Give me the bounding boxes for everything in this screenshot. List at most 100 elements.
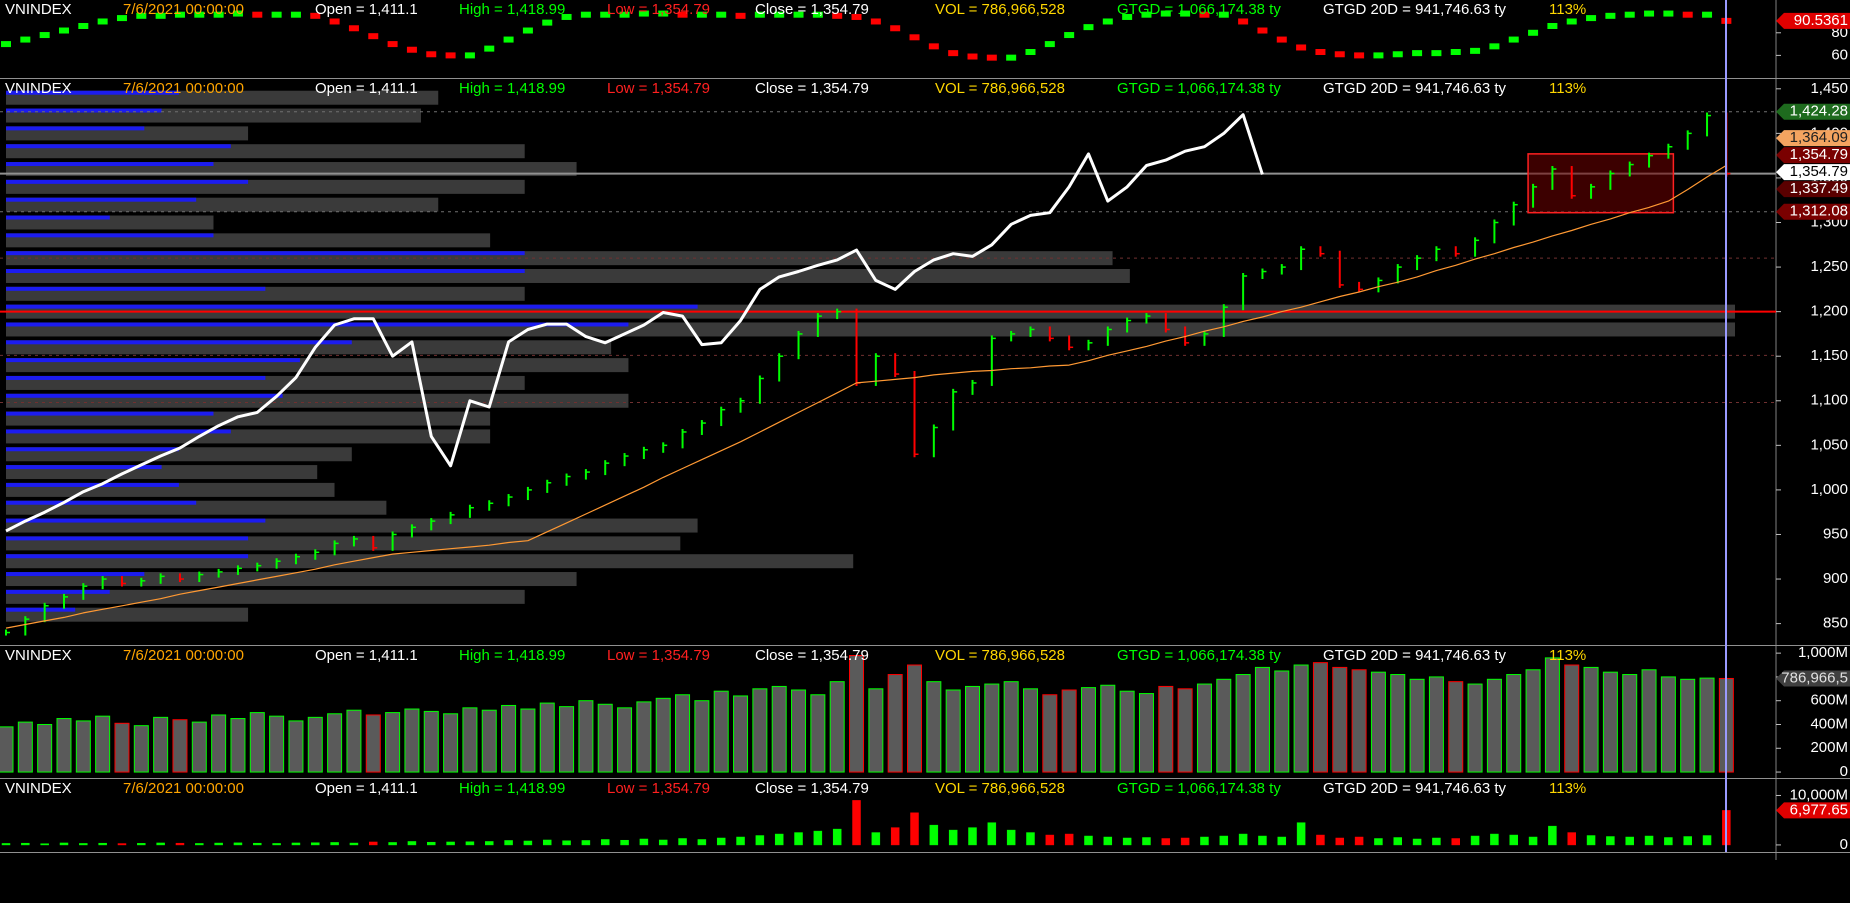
volume-bar [307, 716, 323, 773]
volume-bar [658, 839, 668, 846]
y-tick-label: 900 [1823, 570, 1848, 587]
y-tick-label: 60 [1831, 46, 1848, 63]
volume-bar [968, 827, 977, 846]
y-tick-label: 600M [1810, 692, 1848, 709]
volume-bar [1064, 833, 1074, 846]
oscillator-dot [445, 52, 456, 59]
volume-bar [1238, 833, 1248, 846]
volume-bar [523, 840, 533, 846]
volume-bar [288, 720, 304, 773]
volume-bar [1258, 835, 1267, 846]
volume-bar [195, 843, 204, 846]
volume-bar [1451, 838, 1460, 846]
oscillator-dot [754, 11, 765, 18]
oscillator-dot [348, 25, 359, 32]
oscillator-dot [406, 46, 417, 53]
volume-bar [542, 839, 552, 846]
volume-bar [1138, 693, 1154, 773]
oscillator-dot [1334, 51, 1345, 58]
volume-bar [829, 681, 845, 773]
volume-bar [75, 720, 91, 773]
oscillator-dot [97, 18, 108, 25]
volume-bar [1022, 688, 1038, 773]
header-field: Close = 1,354.79 [755, 80, 869, 97]
y-tick-label: 1,200 [1810, 303, 1848, 320]
pane: VNINDEX 7/6/2021 00:00:00 Open = 1,411.1 Hi… [0, 80, 1850, 646]
header-field: 7/6/2021 00:00:00 [123, 1, 244, 18]
header-field: Open = 1,411.1 [315, 647, 418, 664]
header-field: VNINDEX [5, 80, 72, 97]
volume-bar [501, 704, 517, 773]
profile-bar-blue [6, 197, 197, 202]
oscillator-dot [909, 34, 920, 41]
volume-bar [1583, 666, 1599, 773]
volume-bar [1448, 681, 1464, 773]
profile-bar-blue [6, 536, 249, 541]
volume-bar [249, 712, 265, 773]
volume-bar [1026, 832, 1035, 846]
pane: VNINDEX 7/6/2021 00:00:00 Open = 1,411.1 Hi… [0, 644, 1850, 780]
oscillator-dot [774, 11, 785, 18]
oscillator-dot [1257, 27, 1268, 34]
volume-bar [1409, 678, 1425, 773]
volume-bar [1390, 674, 1406, 773]
volume-bar [697, 839, 707, 846]
volume-bar [1525, 669, 1541, 773]
oscillator-dot [1566, 18, 1577, 25]
volume-bar [230, 718, 246, 773]
volume-bar [1467, 683, 1483, 773]
volume-bar [597, 703, 613, 773]
volume-bar [269, 715, 285, 773]
oscillator-dot [1296, 44, 1307, 51]
volume-bar [1699, 677, 1715, 773]
volume-bar [752, 688, 768, 773]
profile-bar-blue [6, 215, 110, 220]
header-field: VNINDEX [5, 1, 72, 18]
profile-bar-blue [6, 340, 352, 345]
volume-bar [1606, 836, 1615, 846]
volume-bar [1644, 835, 1654, 846]
oscillator-dot [1508, 36, 1519, 43]
oscillator-dot [1586, 15, 1597, 22]
header-field: Close = 1,354.79 [755, 780, 869, 797]
volume-bar [984, 683, 1000, 773]
volume-bar [40, 843, 49, 846]
volume-bar [1470, 835, 1480, 846]
oscillator-dot [1315, 49, 1326, 55]
volume-bar [1354, 836, 1364, 846]
volume-bar [1196, 683, 1212, 773]
profile-bar-blue [6, 144, 231, 149]
price-badge-label: 1,354.79 [1790, 146, 1848, 163]
volume-bar [1412, 838, 1422, 846]
oscillator-dot [1470, 47, 1481, 54]
y-tick-label: 400M [1810, 715, 1848, 732]
volume-bar [1683, 836, 1692, 846]
volume-bar [1274, 670, 1290, 773]
oscillator-dot [136, 12, 147, 19]
volume-bar [504, 840, 513, 846]
header-field: High = 1,418.99 [459, 647, 565, 664]
volume-bar [852, 800, 861, 846]
volume-bar [346, 709, 362, 773]
volume-bar [1567, 832, 1576, 846]
oscillator-dot [213, 11, 224, 18]
price-badge-label: 1,312.08 [1790, 203, 1848, 220]
volume-bar [1142, 837, 1151, 846]
volume-bar [1042, 694, 1058, 773]
header-field: 113% [1549, 647, 1586, 664]
volume-bar [98, 842, 107, 846]
volume-bar [1622, 674, 1638, 773]
oscillator-dot [716, 11, 727, 18]
price-badge [1776, 802, 1850, 819]
y-tick-label: 1,250 [1810, 258, 1848, 275]
volume-bar [655, 697, 671, 773]
profile-bar-blue [6, 126, 145, 131]
oscillator-dot [832, 12, 843, 19]
oscillator-dot [986, 54, 997, 61]
volume-bar [771, 685, 787, 773]
price-badge [1776, 164, 1850, 181]
header-field: VOL = 786,966,528 [935, 1, 1065, 18]
header-field: Close = 1,354.79 [755, 1, 869, 18]
oscillator-dot [1083, 24, 1094, 31]
